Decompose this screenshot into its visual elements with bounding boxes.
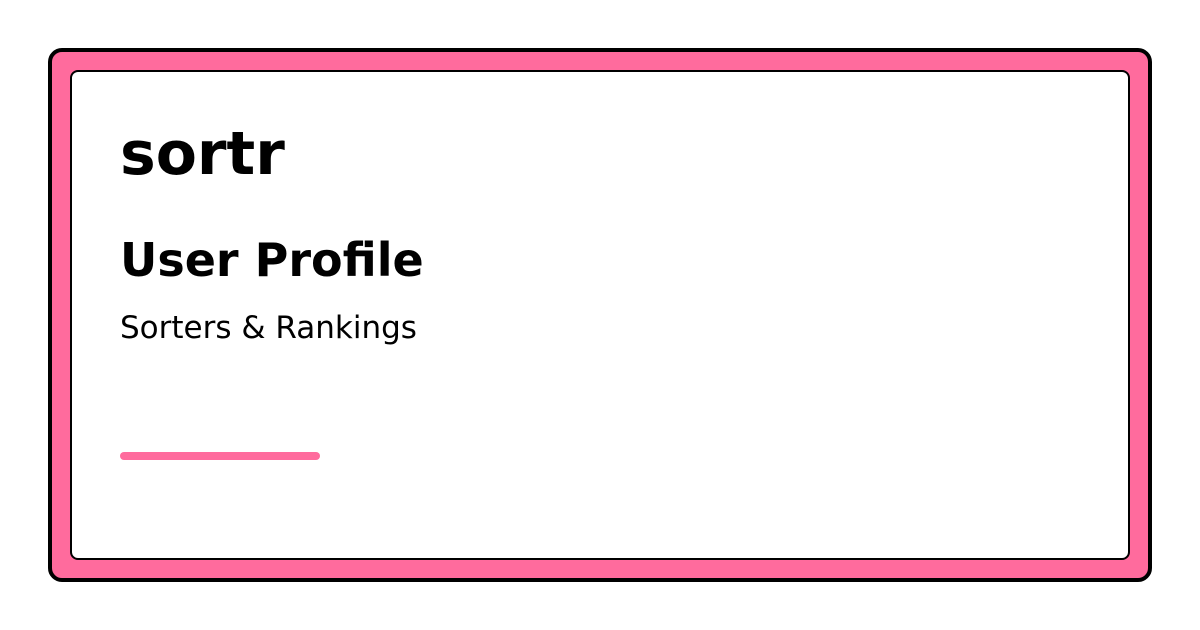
accent-divider xyxy=(120,452,320,460)
page-title: User Profile xyxy=(120,233,424,287)
outer-frame: sortr User Profile Sorters & Rankings xyxy=(48,48,1152,582)
page-subtitle: Sorters & Rankings xyxy=(120,310,417,346)
brand-logo: sortr xyxy=(120,119,285,189)
profile-card: sortr User Profile Sorters & Rankings xyxy=(70,70,1130,560)
